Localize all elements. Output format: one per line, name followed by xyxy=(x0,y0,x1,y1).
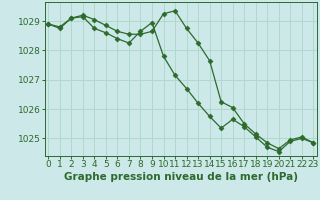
X-axis label: Graphe pression niveau de la mer (hPa): Graphe pression niveau de la mer (hPa) xyxy=(64,172,298,182)
